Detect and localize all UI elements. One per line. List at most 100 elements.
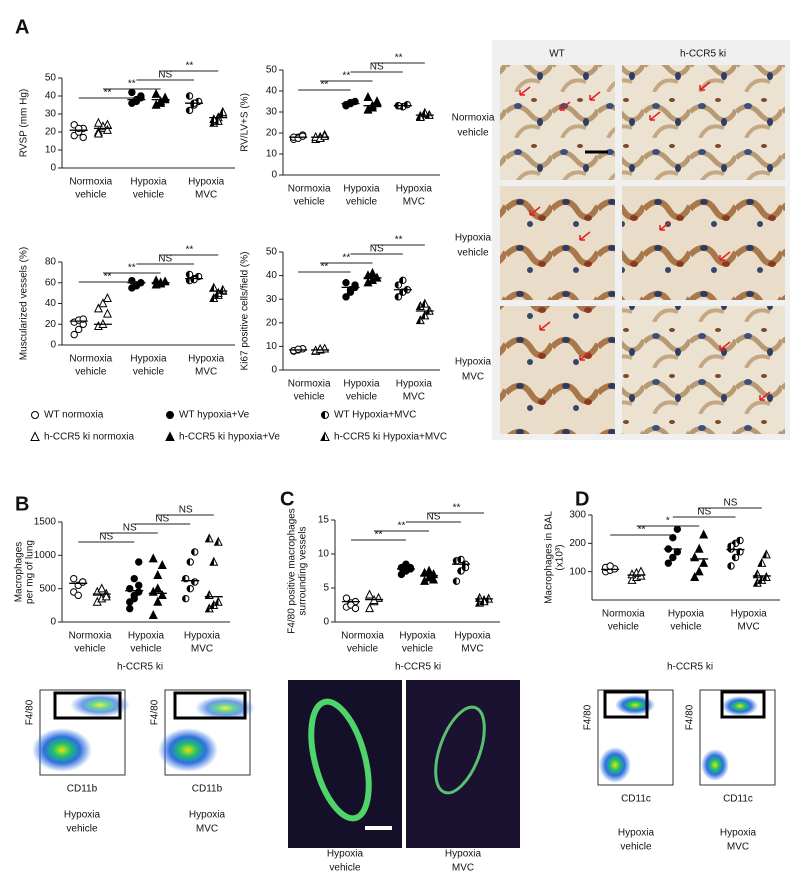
vessel-stain xyxy=(434,705,486,795)
y-tick-label: 40 xyxy=(45,298,57,309)
data-point xyxy=(757,557,767,567)
data-point xyxy=(699,557,709,567)
data-point xyxy=(736,536,744,545)
caption: Hypoxia xyxy=(189,810,226,821)
row-label: vehicle xyxy=(457,128,489,139)
x-tick-label: vehicle xyxy=(608,622,640,633)
arrow xyxy=(529,206,541,216)
data-point xyxy=(415,315,425,325)
arrow xyxy=(649,111,661,121)
x-tick-label: vehicle xyxy=(133,367,165,378)
data-point xyxy=(102,308,112,318)
x-tick-label: Normoxia xyxy=(69,631,112,642)
data-point xyxy=(135,581,143,590)
x-tick-label: Hypoxia xyxy=(396,184,433,195)
flow-y-label: F4/80 xyxy=(150,699,161,725)
y-tick-label: 0 xyxy=(50,340,56,351)
y-tick-label: 30 xyxy=(266,107,278,118)
arrow xyxy=(699,81,711,91)
x-tick-label: Hypoxia xyxy=(399,631,436,642)
x-tick-label: Hypoxia xyxy=(396,379,433,390)
significance-label: ** xyxy=(104,272,112,283)
x-tick-label: MVC xyxy=(195,367,217,378)
y-tick-label: 100 xyxy=(569,566,586,577)
gate xyxy=(53,691,122,720)
x-tick-label: Hypoxia xyxy=(343,379,380,390)
significance-label: NS xyxy=(158,254,172,265)
data-point xyxy=(218,284,228,294)
significance-label: ** xyxy=(186,245,194,256)
significance-label: NS xyxy=(179,505,193,516)
data-point xyxy=(298,132,307,140)
y-axis-label: Ki67 positive cells/field (%) xyxy=(240,252,251,371)
y-tick-label: 50 xyxy=(45,73,57,84)
vessel-stain xyxy=(308,698,372,822)
data-point xyxy=(130,591,138,600)
gate xyxy=(720,690,766,719)
y-axis-label: surrounding vessels xyxy=(298,527,309,616)
data-point xyxy=(372,98,382,108)
data-point xyxy=(151,275,161,285)
y-tick-label: 300 xyxy=(569,510,586,521)
legend-label: WT hypoxia+Ve xyxy=(179,410,250,421)
data-point xyxy=(452,577,461,585)
gate xyxy=(173,691,247,720)
arrow xyxy=(719,251,731,261)
data-point xyxy=(128,88,136,97)
significance-label: NS xyxy=(724,498,738,509)
y-tick-label: 40 xyxy=(266,86,278,97)
data-point xyxy=(479,596,489,606)
data-point xyxy=(461,563,470,572)
micrograph xyxy=(622,186,785,300)
panel-title: h-CCR5 ki xyxy=(667,662,713,673)
flow-density xyxy=(158,728,218,772)
y-tick-label: 0 xyxy=(50,163,56,174)
x-tick-label: MVC xyxy=(461,644,483,655)
significance-label: ** xyxy=(128,263,136,274)
arrow xyxy=(759,391,771,401)
flow-density xyxy=(615,695,655,715)
y-tick-label: 40 xyxy=(266,270,278,281)
data-point xyxy=(153,570,163,580)
data-point xyxy=(761,572,771,582)
x-tick-label: vehicle xyxy=(347,644,379,655)
x-tick-label: vehicle xyxy=(75,367,107,378)
y-tick-label: 20 xyxy=(266,128,278,139)
caption: Hypoxia xyxy=(445,849,482,860)
y-axis-label: Macrophages in BAL xyxy=(544,511,555,604)
caption: Hypoxia xyxy=(720,828,757,839)
data-point xyxy=(165,431,175,441)
data-point xyxy=(182,594,190,603)
data-point xyxy=(694,566,704,576)
panel-title: h-CCR5 ki xyxy=(117,662,163,673)
x-tick-label: vehicle xyxy=(402,644,434,655)
panel-label: D xyxy=(575,488,589,510)
arrow xyxy=(579,351,591,361)
x-tick-label: MVC xyxy=(195,190,217,201)
y-tick-label: 20 xyxy=(45,319,57,330)
row-label: vehicle xyxy=(457,248,489,259)
data-point xyxy=(102,292,112,303)
data-point xyxy=(761,549,771,559)
y-tick-label: 0 xyxy=(271,170,277,181)
x-tick-label: Normoxia xyxy=(602,609,645,620)
x-tick-label: vehicle xyxy=(133,190,165,201)
data-point xyxy=(294,345,302,353)
data-point xyxy=(664,559,673,567)
data-point xyxy=(130,574,138,583)
y-tick-label: 10 xyxy=(45,145,57,156)
data-point xyxy=(346,286,355,294)
flow-density xyxy=(32,728,92,772)
data-point xyxy=(153,583,163,593)
arrow xyxy=(519,86,531,96)
data-point xyxy=(30,431,40,441)
significance-label: NS xyxy=(370,244,384,255)
x-tick-label: Normoxia xyxy=(69,177,112,188)
significance-label: ** xyxy=(128,79,136,90)
arrow xyxy=(559,101,571,111)
data-point xyxy=(74,591,82,600)
data-point xyxy=(79,578,87,586)
y-tick-label: 30 xyxy=(266,294,278,305)
panel-label: A xyxy=(15,16,29,38)
